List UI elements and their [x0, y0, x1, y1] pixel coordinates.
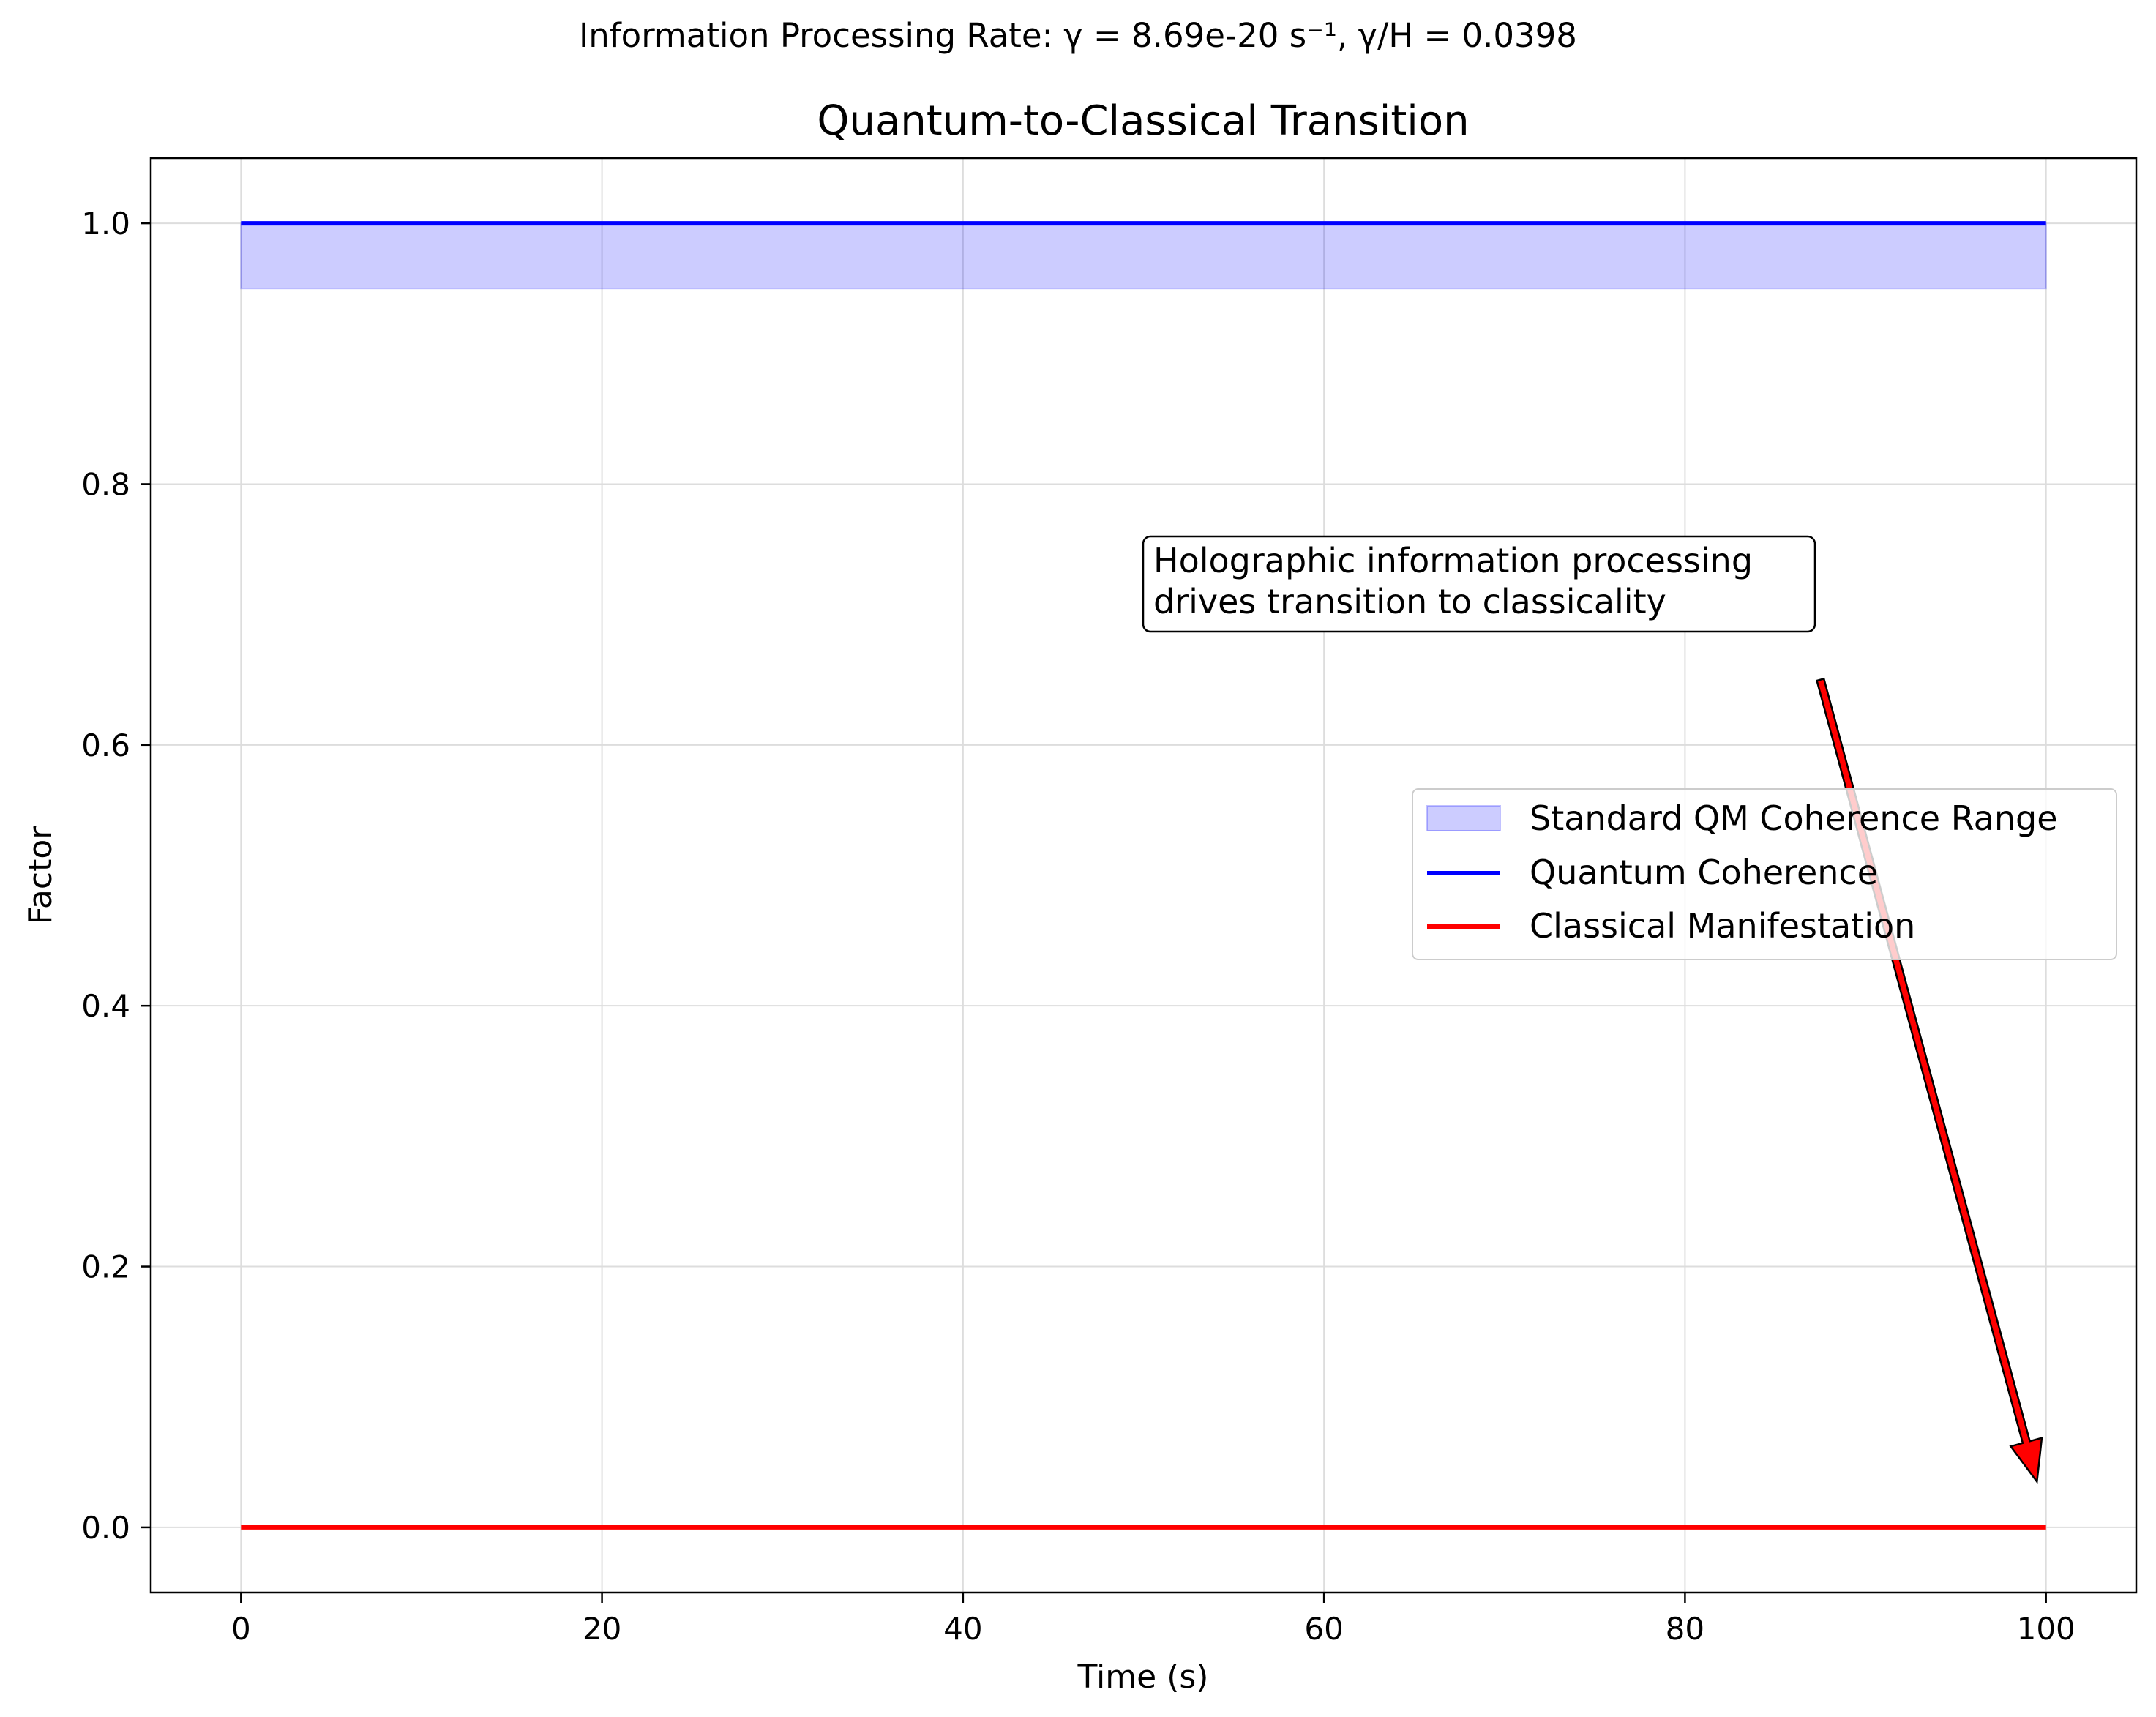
y-axis-label: Factor — [22, 826, 59, 925]
x-tick-label: 40 — [943, 1611, 982, 1647]
legend-frame — [1412, 788, 2117, 960]
y-tick-label: 0.0 — [81, 1510, 130, 1546]
x-axis-label: Time (s) — [1077, 1658, 1209, 1696]
annotation-line-2: drives transition to classicality — [1153, 582, 1666, 621]
legend-swatch-band — [1426, 805, 1501, 831]
chart-title: Quantum-to-Classical Transition — [817, 97, 1469, 145]
y-tick-label: 0.6 — [81, 727, 130, 763]
x-tick-label: 0 — [231, 1611, 251, 1647]
plot-frame — [149, 157, 2138, 1594]
x-tick-label: 80 — [1666, 1611, 1704, 1647]
legend: Standard QM Coherence Range Quantum Cohe… — [1412, 788, 2117, 960]
annotation-line-1: Holographic information processing — [1153, 541, 1753, 580]
legend-label-classical-manifestation: Classical Manifestation — [1530, 906, 1915, 946]
y-tick-label: 0.2 — [81, 1249, 130, 1285]
figure-suptitle: Information Processing Rate: γ = 8.69e-2… — [579, 16, 1577, 55]
axis-ticks: 0 20 40 60 80 100 0.0 0.2 0.4 0.6 0.8 1.0 — [81, 206, 2075, 1647]
y-tick-label: 0.8 — [81, 466, 130, 502]
coherence-range-band — [240, 222, 2047, 290]
x-tick-label: 60 — [1304, 1611, 1343, 1647]
annotation-box — [1142, 535, 1816, 633]
x-tick-label: 100 — [2017, 1611, 2075, 1647]
y-tick-label: 0.4 — [81, 988, 130, 1024]
y-tick-label: 1.0 — [81, 206, 130, 242]
legend-label-quantum-coherence: Quantum Coherence — [1530, 853, 1878, 892]
legend-label-band: Standard QM Coherence Range — [1530, 798, 2058, 838]
x-tick-label: 20 — [583, 1611, 621, 1647]
series-layer — [240, 221, 2047, 1530]
